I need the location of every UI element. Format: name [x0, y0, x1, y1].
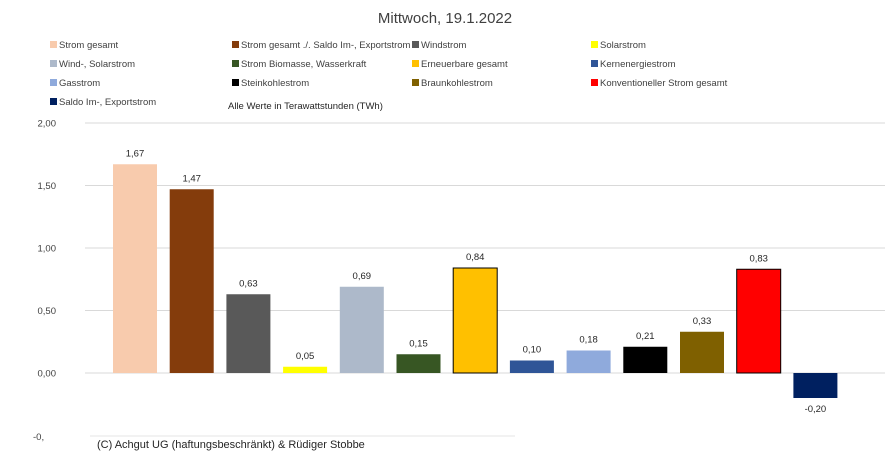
legend-item: Kernenergiestrom	[591, 59, 676, 70]
bar	[226, 294, 271, 373]
data-label: 0,10	[523, 345, 542, 356]
legend-swatch	[591, 60, 598, 67]
legend-item: Windstrom	[412, 40, 466, 51]
legend-label: Strom gesamt	[59, 40, 118, 51]
bar	[793, 373, 838, 398]
legend-item: Strom Biomasse, Wasserkraft	[232, 59, 367, 70]
y-tick-label: 2,00	[38, 119, 57, 130]
data-label: 0,05	[296, 351, 315, 362]
bar	[169, 189, 214, 373]
legend-label: Wind-, Solarstrom	[59, 59, 135, 70]
legend-item: Saldo Im-, Exportstrom	[50, 97, 156, 108]
legend-label: Kernenergiestrom	[600, 59, 676, 70]
bar	[339, 286, 384, 373]
data-label: 0,63	[239, 278, 258, 289]
bar	[736, 268, 782, 374]
data-label: 0,21	[636, 331, 655, 342]
y-tick-label: 0,50	[38, 306, 57, 317]
bar	[566, 350, 611, 373]
legend-swatch	[232, 79, 239, 86]
legend: Strom gesamt Strom gesamt ./. Saldo Im-, …	[50, 40, 728, 108]
legend-swatch	[412, 60, 419, 67]
legend-item: Solarstrom	[591, 40, 646, 51]
legend-label: Steinkohlestrom	[241, 78, 309, 89]
data-labels: 1,67 1,47 0,63 0,05 0,69 0,15 0,84 0,10 0,18 0,21…	[126, 148, 826, 415]
legend-item: Braunkohlestrom	[412, 78, 493, 89]
legend-label: Braunkohlestrom	[421, 78, 493, 89]
y-tick-label-clipped: -0,	[33, 432, 44, 443]
legend-item: Gasstrom	[50, 78, 100, 89]
chart-title: Mittwoch, 19.1.2022	[378, 10, 512, 27]
legend-item: Wind-, Solarstrom	[50, 59, 135, 70]
data-label: 0,69	[353, 271, 372, 282]
legend-item: Strom gesamt ./. Saldo Im-, Exportstrom	[232, 40, 411, 51]
copyright-text: (C) Achgut UG (haftungsbeschränkt) & Rüd…	[97, 439, 365, 451]
y-tick-label: 1,00	[38, 244, 57, 255]
data-label: 1,47	[182, 173, 201, 184]
legend-swatch	[50, 41, 57, 48]
legend-swatch	[50, 98, 57, 105]
legend-label: Konventioneller Strom gesamt	[600, 78, 728, 89]
legend-label: Gasstrom	[59, 78, 100, 89]
legend-swatch	[50, 60, 57, 67]
data-label: -0,20	[805, 404, 827, 415]
data-label: 0,15	[409, 338, 428, 349]
data-label: 0,84	[466, 252, 485, 263]
bar	[623, 346, 668, 373]
data-label: 0,18	[579, 335, 598, 346]
legend-swatch	[591, 79, 598, 86]
data-label: 1,67	[126, 148, 145, 159]
legend-swatch	[412, 79, 419, 86]
bar	[283, 366, 328, 373]
legend-label: Strom gesamt ./. Saldo Im-, Exportstrom	[241, 40, 411, 51]
legend-item: Steinkohlestrom	[232, 78, 309, 89]
legend-swatch	[412, 41, 419, 48]
legend-label: Solarstrom	[600, 40, 646, 51]
legend-swatch	[50, 79, 57, 86]
bar	[509, 360, 554, 373]
legend-label: Erneuerbare gesamt	[421, 59, 508, 70]
legend-swatch	[591, 41, 598, 48]
units-note: Alle Werte in Terawattstunden (TWh)	[228, 101, 383, 112]
bar	[452, 267, 498, 374]
y-tick-label: 0,00	[38, 369, 57, 380]
bars	[113, 164, 838, 398]
legend-label: Windstrom	[421, 40, 466, 51]
bar	[113, 164, 157, 373]
legend-item: Strom gesamt	[50, 40, 118, 51]
legend-item: Erneuerbare gesamt	[412, 59, 508, 70]
legend-item: Konventioneller Strom gesamt	[591, 78, 728, 89]
bar	[396, 354, 441, 373]
legend-label: Saldo Im-, Exportstrom	[59, 97, 156, 108]
legend-label: Strom Biomasse, Wasserkraft	[241, 59, 367, 70]
data-label: 0,83	[749, 253, 768, 264]
y-axis: 2,00 1,50 1,00 0,50 0,00 -0,	[33, 119, 56, 444]
legend-swatch	[232, 60, 239, 67]
bar	[680, 331, 724, 373]
y-tick-label: 1,50	[38, 181, 57, 192]
legend-swatch	[232, 41, 239, 48]
data-label: 0,33	[693, 316, 712, 327]
